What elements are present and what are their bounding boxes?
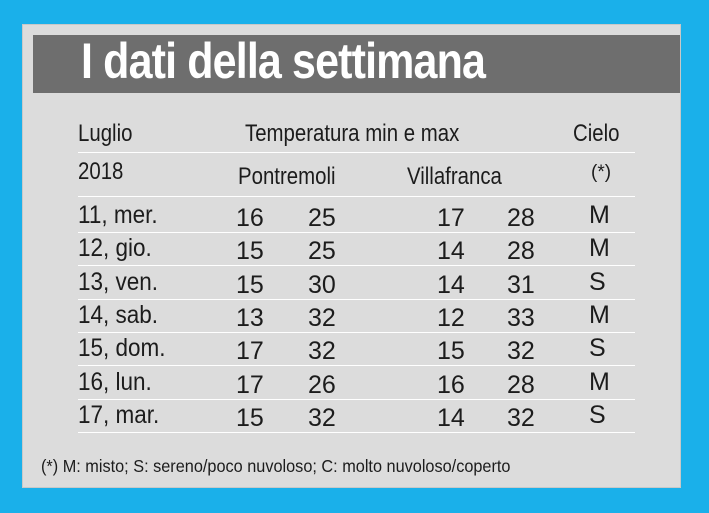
- pontremoli-min: 13: [236, 303, 264, 332]
- row-sky: S: [589, 400, 606, 429]
- villafranca-min: 14: [437, 270, 465, 299]
- pontremoli-min: 15: [236, 237, 264, 266]
- pontremoli-max: 32: [308, 403, 336, 432]
- row-day: 15, dom.: [78, 334, 166, 363]
- row-divider: [78, 331, 635, 333]
- villafranca-min: 15: [437, 337, 465, 366]
- header-temperature: Temperatura min e max: [245, 120, 460, 147]
- title-bar: I dati della settimana: [33, 33, 680, 93]
- row-divider: [78, 398, 635, 400]
- row-sky: M: [589, 367, 610, 396]
- footnote: (*) M: misto; S: sereno/poco nuvoloso; C…: [41, 456, 511, 476]
- pontremoli-min: 17: [236, 370, 264, 399]
- row-day: 13, ven.: [78, 267, 159, 296]
- villafranca-max: 31: [507, 270, 535, 299]
- weather-card: I dati della settimana Luglio Temperatur…: [22, 24, 681, 488]
- row-day: 12, gio.: [78, 234, 152, 263]
- villafranca-max: 28: [507, 237, 535, 266]
- header-month: Luglio: [78, 120, 133, 147]
- villafranca-max: 28: [507, 204, 535, 232]
- row-sky: M: [589, 300, 610, 329]
- header-city-pontremoli: Pontremoli: [238, 163, 336, 190]
- row-day: 11, mer.: [78, 201, 158, 229]
- pontremoli-min: 16: [236, 204, 264, 232]
- row-divider: [78, 431, 635, 433]
- row-divider: [78, 298, 635, 300]
- header-sky-note: (*): [591, 162, 612, 183]
- row-day: 17, mar.: [78, 400, 160, 429]
- pontremoli-max: 32: [308, 303, 336, 332]
- row-sky: M: [589, 234, 610, 263]
- pontremoli-max: 32: [308, 337, 336, 366]
- villafranca-min: 16: [437, 370, 465, 399]
- row-sky: M: [589, 201, 610, 229]
- row-day: 16, lun.: [78, 367, 152, 396]
- row-divider: [78, 265, 635, 267]
- villafranca-max: 28: [507, 370, 535, 399]
- pontremoli-min: 15: [236, 403, 264, 432]
- pontremoli-max: 25: [308, 204, 336, 232]
- pontremoli-max: 25: [308, 237, 336, 266]
- villafranca-min: 14: [437, 403, 465, 432]
- villafranca-max: 32: [507, 337, 535, 366]
- villafranca-max: 33: [507, 303, 535, 332]
- pontremoli-min: 15: [236, 270, 264, 299]
- villafranca-max: 32: [507, 403, 535, 432]
- row-divider: [78, 232, 635, 233]
- pontremoli-max: 26: [308, 370, 336, 399]
- header-divider: [78, 196, 635, 197]
- pontremoli-max: 30: [308, 270, 336, 299]
- row-divider: [78, 365, 635, 367]
- header-divider: [78, 152, 635, 153]
- row-sky: S: [589, 334, 606, 363]
- header-year: 2018: [78, 158, 124, 185]
- header-city-villafranca: Villafranca: [407, 163, 502, 190]
- pontremoli-min: 17: [236, 337, 264, 366]
- row-day: 14, sab.: [78, 300, 159, 329]
- row-sky: S: [589, 267, 606, 296]
- villafranca-min: 14: [437, 237, 465, 266]
- header-sky: Cielo: [573, 120, 620, 147]
- page-title: I dati della settimana: [81, 33, 486, 89]
- villafranca-min: 12: [437, 303, 465, 332]
- villafranca-min: 17: [437, 204, 465, 232]
